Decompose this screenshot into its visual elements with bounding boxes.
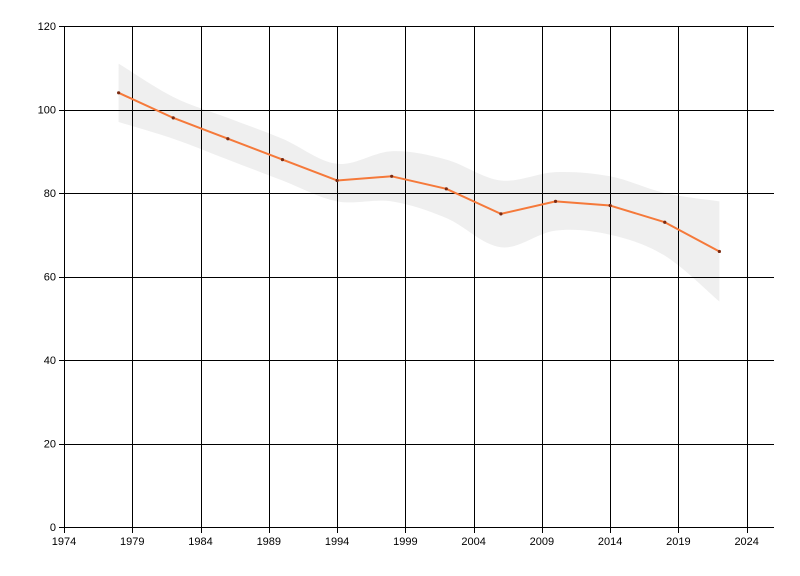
x-tick-label-2024: 2024: [734, 536, 758, 548]
x-tick-label-2014: 2014: [598, 536, 622, 548]
x-tick-label-1984: 1984: [188, 536, 212, 548]
data-point-1986: [226, 137, 230, 141]
data-point-1994: [335, 178, 339, 183]
data-point-1978: [117, 91, 121, 95]
data-point-1990: [280, 158, 285, 162]
axis-layer: [59, 26, 774, 533]
x-tick-label-1979: 1979: [120, 536, 144, 548]
x-tick-label-1974: 1974: [52, 536, 76, 548]
data-point-1982: [171, 116, 175, 120]
y-tick-label-40: 40: [44, 355, 56, 367]
y-tick-label-120: 120: [38, 21, 56, 33]
x-tick-label-2009: 2009: [530, 536, 554, 548]
series-layer: [117, 91, 721, 254]
tick-label-layer: 0 20 40 60 80 100 120 1974 1979 1984 1989 1994 1999 2…: [38, 21, 759, 548]
x-tick-label-2004: 2004: [461, 536, 485, 548]
data-point-2022: [717, 249, 721, 254]
data-point-2006: [499, 212, 503, 216]
data-point-2010: [553, 199, 558, 203]
x-tick-label-1999: 1999: [393, 536, 417, 548]
y-tick-label-80: 80: [44, 188, 56, 200]
y-tick-label-0: 0: [50, 522, 56, 534]
x-tick-label-2019: 2019: [666, 536, 690, 548]
series-line-0: [118, 91, 720, 253]
x-tick-label-1989: 1989: [257, 536, 281, 548]
x-tick-label-1994: 1994: [325, 536, 349, 548]
y-tick-label-60: 60: [44, 272, 56, 284]
data-point-2018: [663, 220, 667, 224]
y-tick-label-20: 20: [44, 439, 56, 451]
data-point-2002: [444, 187, 448, 191]
grid-layer: [64, 26, 774, 528]
data-point-2014: [608, 203, 612, 208]
data-point-1998: [390, 174, 394, 178]
y-tick-label-100: 100: [38, 105, 56, 117]
